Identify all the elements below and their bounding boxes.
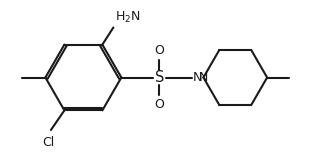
Text: Cl: Cl [42, 136, 54, 149]
Text: O: O [155, 44, 164, 57]
Text: N: N [199, 71, 208, 84]
Text: S: S [155, 70, 164, 85]
Text: N: N [193, 71, 202, 84]
Text: O: O [155, 98, 164, 111]
Text: H$_2$N: H$_2$N [115, 10, 140, 25]
